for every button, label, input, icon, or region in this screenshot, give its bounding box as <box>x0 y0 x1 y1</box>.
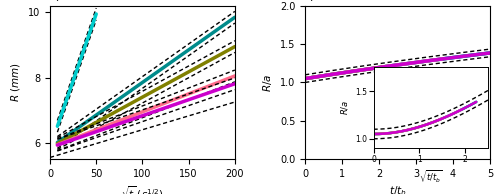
X-axis label: $t/t_b$: $t/t_b$ <box>388 184 406 194</box>
Y-axis label: $R/a$: $R/a$ <box>262 73 274 92</box>
Text: a): a) <box>48 0 61 3</box>
Text: b): b) <box>304 0 316 3</box>
Y-axis label: $R\;(mm)$: $R\;(mm)$ <box>10 63 22 102</box>
X-axis label: $\sqrt{t}\;(s^{1/2})$: $\sqrt{t}\;(s^{1/2})$ <box>121 184 164 194</box>
